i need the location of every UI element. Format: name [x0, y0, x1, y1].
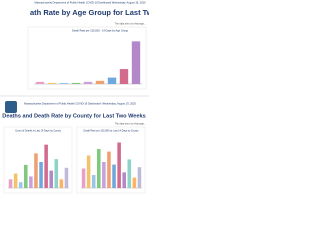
chart-title: Death Rate per 100,000 for Last 14 Days …	[83, 130, 139, 133]
page: { "top": { "header": "Massachusetts Depa…	[0, 0, 149, 198]
bar	[47, 82, 57, 84]
title: Deaths and Death Rate by County for Last…	[2, 113, 145, 119]
bar	[112, 164, 116, 188]
bar	[127, 159, 132, 188]
chart-frame	[3, 126, 73, 194]
bar	[54, 159, 59, 188]
logo	[5, 101, 17, 113]
bar	[132, 177, 137, 188]
header: Massachusetts Department of Public Healt…	[35, 1, 146, 5]
bar	[131, 41, 141, 84]
title: ath Rate by Age Group for Last Two	[30, 8, 149, 17]
chart-title: Count of Deaths in Last 14 Days by Count…	[15, 130, 62, 133]
bar	[59, 179, 64, 188]
chart-title: Death Rate per 100,000 - 14 Days by Age …	[72, 29, 129, 33]
bar	[24, 164, 28, 188]
chart-frame	[76, 126, 146, 194]
bar	[102, 162, 106, 188]
bar	[119, 69, 129, 84]
note: The data trend on this page...	[115, 23, 147, 26]
header: Massachusetts Department of Public Healt…	[24, 102, 136, 106]
bar	[29, 176, 33, 188]
bar	[49, 170, 53, 188]
bar	[83, 81, 93, 84]
bar	[91, 175, 96, 188]
bar	[137, 167, 142, 188]
bar	[34, 153, 38, 188]
bar	[64, 167, 69, 188]
bar	[71, 82, 81, 84]
bar	[8, 179, 13, 188]
bar	[39, 162, 43, 188]
bar	[97, 149, 101, 188]
document: Massachusetts Department of Public Healt…	[0, 0, 149, 198]
bar	[86, 155, 91, 188]
bar	[35, 81, 45, 84]
bar	[107, 151, 111, 188]
bar	[44, 144, 48, 188]
bar	[95, 80, 105, 84]
bar	[18, 182, 23, 188]
bar	[13, 173, 18, 188]
note: The data trend on this page...	[115, 123, 147, 126]
bar	[81, 168, 86, 188]
bar	[59, 82, 69, 84]
bar	[122, 172, 126, 188]
chart-frame	[27, 26, 147, 90]
bar	[107, 77, 117, 84]
bar	[117, 142, 121, 188]
